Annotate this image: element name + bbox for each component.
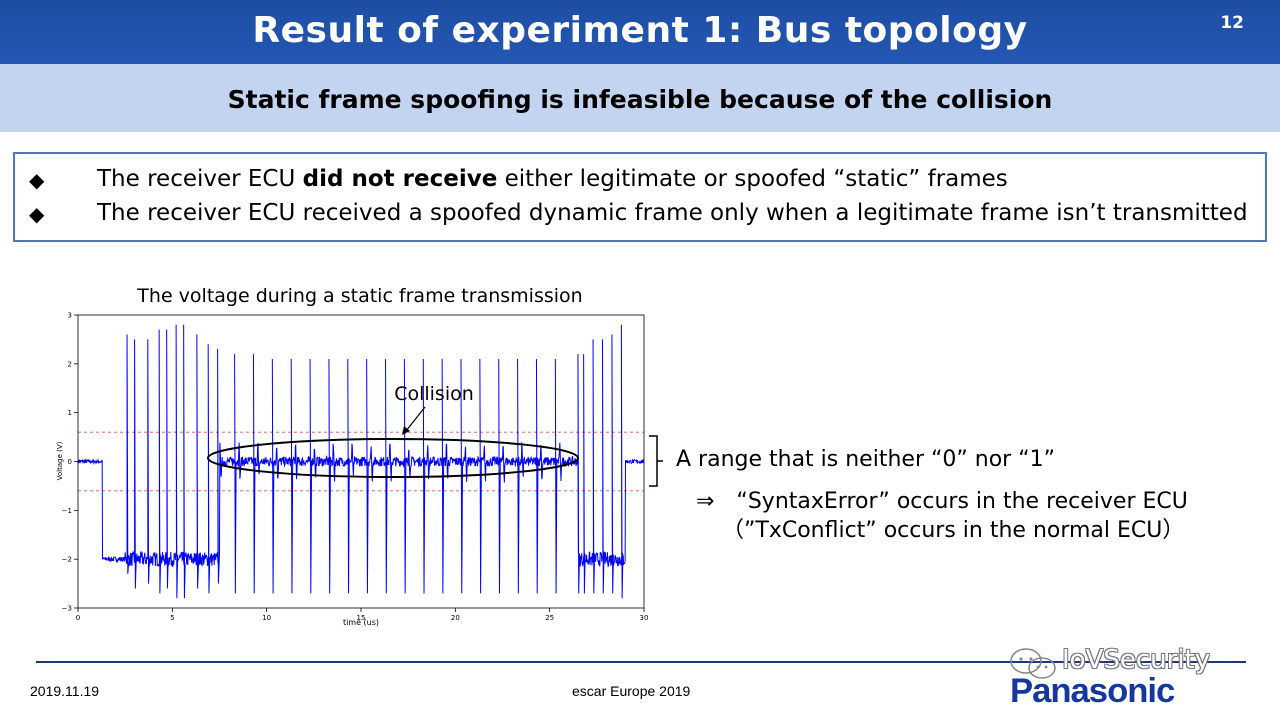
- y-tick-label: 0: [68, 458, 72, 466]
- title-bar: [0, 0, 1280, 64]
- syntax-error-annotation: ⇒ “SyntaxError” occurs in the receiver E…: [696, 489, 1188, 514]
- bullet-box: ◆ The receiver ECU did not receive eithe…: [13, 152, 1267, 242]
- watermark-text: IoVSecurity: [1062, 645, 1211, 675]
- y-tick-label: 1: [68, 409, 72, 417]
- y-tick-label: 3: [68, 312, 72, 320]
- wechat-icon: [1010, 648, 1056, 679]
- collision-ellipse: [207, 438, 579, 478]
- slide-subtitle: Static frame spoofing is infeasible beca…: [227, 85, 1053, 114]
- x-tick-label: 10: [262, 614, 271, 622]
- page-number: 12: [1220, 13, 1244, 33]
- x-axis-label: time (us): [343, 618, 379, 627]
- subtitle-bar: [0, 64, 1280, 132]
- y-tick-label: 2: [68, 360, 72, 368]
- bullet-text: The receiver ECU received a spoofed dyna…: [97, 200, 1248, 226]
- footer-date: 2019.11.19: [30, 683, 100, 699]
- x-tick-label: 15: [357, 614, 366, 622]
- collision-label: Collision: [394, 383, 474, 405]
- footer-divider: [36, 661, 1246, 663]
- range-annotation: A range that is neither “0” nor “1”: [676, 447, 1055, 472]
- x-tick-label: 30: [640, 614, 649, 622]
- diamond-icon: ◆: [29, 202, 45, 226]
- chart-title: The voltage during a static frame transm…: [136, 285, 582, 307]
- voltage-trace: [77, 324, 645, 599]
- x-tick-label: 20: [451, 614, 460, 622]
- x-tick-label: 0: [76, 614, 80, 622]
- bullet-text: The receiver ECU did not receive either …: [97, 166, 1008, 192]
- x-tick-label: 5: [170, 614, 174, 622]
- x-tick-label: 25: [545, 614, 554, 622]
- footer-event: escar Europe 2019: [572, 683, 691, 699]
- collision-arrowhead: [402, 426, 410, 435]
- collision-arrow: [405, 406, 426, 432]
- y-tick-label: −2: [62, 556, 72, 564]
- range-bracket: [649, 435, 663, 487]
- voltage-chart: The voltage during a static frame transm…: [56, 285, 649, 627]
- y-tick-label: −1: [62, 507, 72, 515]
- panasonic-logo: Panasonic: [1010, 672, 1175, 710]
- txconflict-annotation: （”TxConflict” occurs in the normal ECU）: [722, 518, 1185, 543]
- plot-frame: [77, 314, 645, 609]
- y-tick-label: −3: [62, 605, 72, 613]
- slide-title: Result of experiment 1: Bus topology: [252, 10, 1028, 51]
- y-axis-label: Voltage (V): [56, 441, 64, 480]
- diamond-icon: ◆: [29, 168, 45, 192]
